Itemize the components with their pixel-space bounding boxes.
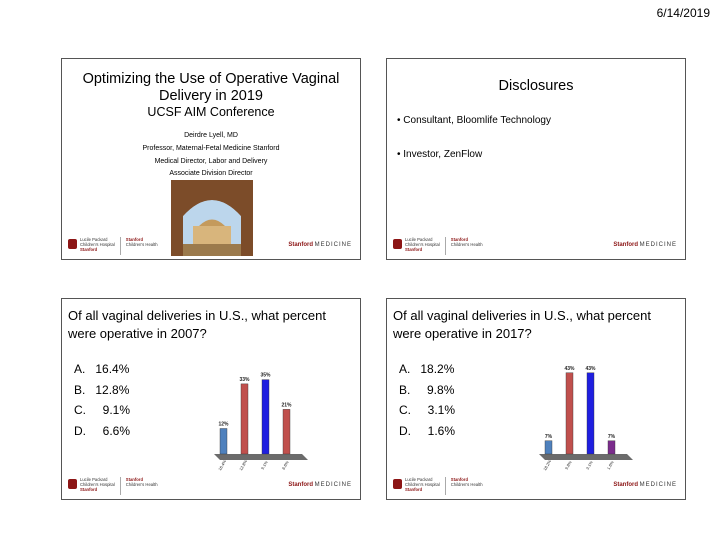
slide-title: Disclosures — [498, 78, 574, 94]
chart-value-label: 33% — [239, 377, 250, 383]
stanford-arch-photo — [171, 180, 253, 256]
slide-subtitle: UCSF AIM Conference — [147, 105, 275, 119]
logo-line: Stanford — [80, 247, 98, 252]
logo-line: Lucile Packard — [80, 477, 108, 482]
question-slide-2007: Of all vaginal deliveries in U.S., what … — [61, 298, 361, 500]
chart-tick-label: 18.2% — [542, 459, 552, 472]
chart-bar — [607, 440, 616, 455]
author-division: Associate Division Director — [169, 170, 253, 177]
title-slide: Optimizing the Use of Operative Vaginal … — [61, 58, 361, 260]
chart-bar — [261, 379, 270, 455]
chart-tick-label: 1.6% — [606, 460, 615, 471]
logo-line: Children's Health — [125, 242, 158, 247]
chart-bar — [282, 409, 291, 455]
logo-line: Stanford — [450, 477, 468, 482]
logo-line: Children's Hospital — [80, 242, 115, 247]
answer-option: A. 16.4% — [74, 362, 130, 376]
answer-option: B. 9.8% — [399, 382, 455, 397]
slide-footer: Lucile Packard Children's Hospital Stanf… — [387, 473, 685, 499]
chart-tick-label: 9.8% — [564, 460, 573, 471]
logo-line: Lucile Packard — [405, 477, 433, 482]
chart-value-label: 43% — [585, 366, 596, 372]
answer-option: D. 1.6% — [399, 423, 456, 438]
answer-option: C. 9.1% — [74, 403, 131, 417]
heart-logo-icon — [68, 479, 77, 489]
answer-option: B. 12.8% — [74, 382, 130, 397]
answer-options: A. 18.2% B. 9.8% C. 3.1% D. 1.6% — [399, 359, 455, 441]
logo-line: Children's Health — [450, 482, 483, 487]
packard-logo: Lucile Packard Children's Hospital Stanf… — [393, 477, 483, 495]
disclosure-item: • Consultant, Bloomlife Technology — [397, 115, 551, 126]
author-name: Deirdre Lyell, MD — [184, 132, 238, 139]
chart-floor — [214, 454, 308, 460]
logo-line: Stanford — [80, 487, 98, 492]
chart-value-label: 43% — [564, 366, 575, 372]
logo-line: Children's Hospital — [80, 482, 115, 487]
slide-footer: Lucile Packard Children's Hospital Stanf… — [62, 233, 360, 259]
chart-bar — [544, 440, 553, 455]
slide-title: Optimizing the Use of Operative Vaginal … — [82, 71, 340, 104]
chart-value-label: 12% — [218, 422, 229, 428]
stanford-medicine-logo: Stanford MEDICINE — [288, 482, 352, 488]
question-text: Of all vaginal deliveries in U.S., what … — [68, 308, 326, 341]
author-title: Professor, Maternal-Fetal Medicine Stanf… — [142, 145, 280, 152]
chart-bar — [219, 428, 228, 455]
logo-line: Stanford — [125, 237, 143, 242]
heart-logo-icon — [393, 239, 402, 249]
chart-bar — [240, 383, 249, 455]
answer-options: A. 16.4% B. 12.8% C. 9.1% D. 6.6% — [74, 359, 130, 441]
answer-option: D. 6.6% — [74, 423, 131, 438]
logo-line: Children's Hospital — [405, 482, 440, 487]
answer-option: A. 18.2% — [399, 362, 455, 376]
bar-chart-2017: 7% 18.2% 43% 9.8% 43% 3.1% 7% 1.6% — [539, 366, 633, 472]
chart-tick-label: 12.8% — [238, 459, 248, 472]
chart-bar — [586, 372, 595, 455]
packard-logo: Lucile Packard Children's Hospital Stanf… — [68, 477, 158, 495]
chart-value-label: 7% — [608, 434, 616, 440]
logo-line: Stanford — [125, 477, 143, 482]
stanford-medicine-logo: Stanford MEDICINE — [613, 482, 677, 488]
logo-line: Lucile Packard — [80, 237, 108, 242]
chart-tick-label: 16.4% — [217, 459, 227, 472]
heart-logo-icon — [393, 479, 402, 489]
question-slide-2017: Of all vaginal deliveries in U.S., what … — [386, 298, 686, 500]
disclosure-item: • Investor, ZenFlow — [397, 149, 483, 160]
bar-chart-2007: 12% 16.4% 33% 12.8% 35% 9.1% 21% 6.6% — [214, 373, 308, 472]
chart-value-label: 21% — [281, 402, 292, 408]
chart-tick-label: 3.1% — [585, 460, 594, 471]
slide-footer: Lucile Packard Children's Hospital Stanf… — [62, 473, 360, 499]
stanford-medicine-logo: Stanford MEDICINE — [288, 242, 352, 248]
author-role: Medical Director, Labor and Delivery — [154, 158, 268, 165]
question-text: Of all vaginal deliveries in U.S., what … — [393, 308, 651, 341]
packard-logo: Lucile Packard Children's Hospital Stanf… — [68, 237, 158, 255]
logo-line: Stanford — [450, 237, 468, 242]
chart-floor — [539, 454, 633, 460]
logo-line: Stanford — [405, 247, 423, 252]
logo-line: Children's Health — [125, 482, 158, 487]
slide-footer: Lucile Packard Children's Hospital Stanf… — [387, 233, 685, 259]
page-date: 6/14/2019 — [656, 6, 710, 20]
logo-line: Stanford — [405, 487, 423, 492]
disclosures-slide: Disclosures • Consultant, Bloomlife Tech… — [386, 58, 686, 260]
answer-option: C. 3.1% — [399, 403, 456, 417]
heart-logo-icon — [68, 239, 77, 249]
chart-value-label: 35% — [260, 373, 271, 379]
logo-line: Lucile Packard — [405, 237, 433, 242]
stanford-medicine-logo: Stanford MEDICINE — [613, 242, 677, 248]
chart-tick-label: 6.6% — [281, 460, 290, 471]
chart-value-label: 7% — [545, 434, 553, 440]
logo-line: Children's Health — [450, 242, 483, 247]
logo-line: Children's Hospital — [405, 242, 440, 247]
chart-tick-label: 9.1% — [260, 460, 269, 471]
packard-logo: Lucile Packard Children's Hospital Stanf… — [393, 237, 483, 255]
chart-bar — [565, 372, 574, 455]
